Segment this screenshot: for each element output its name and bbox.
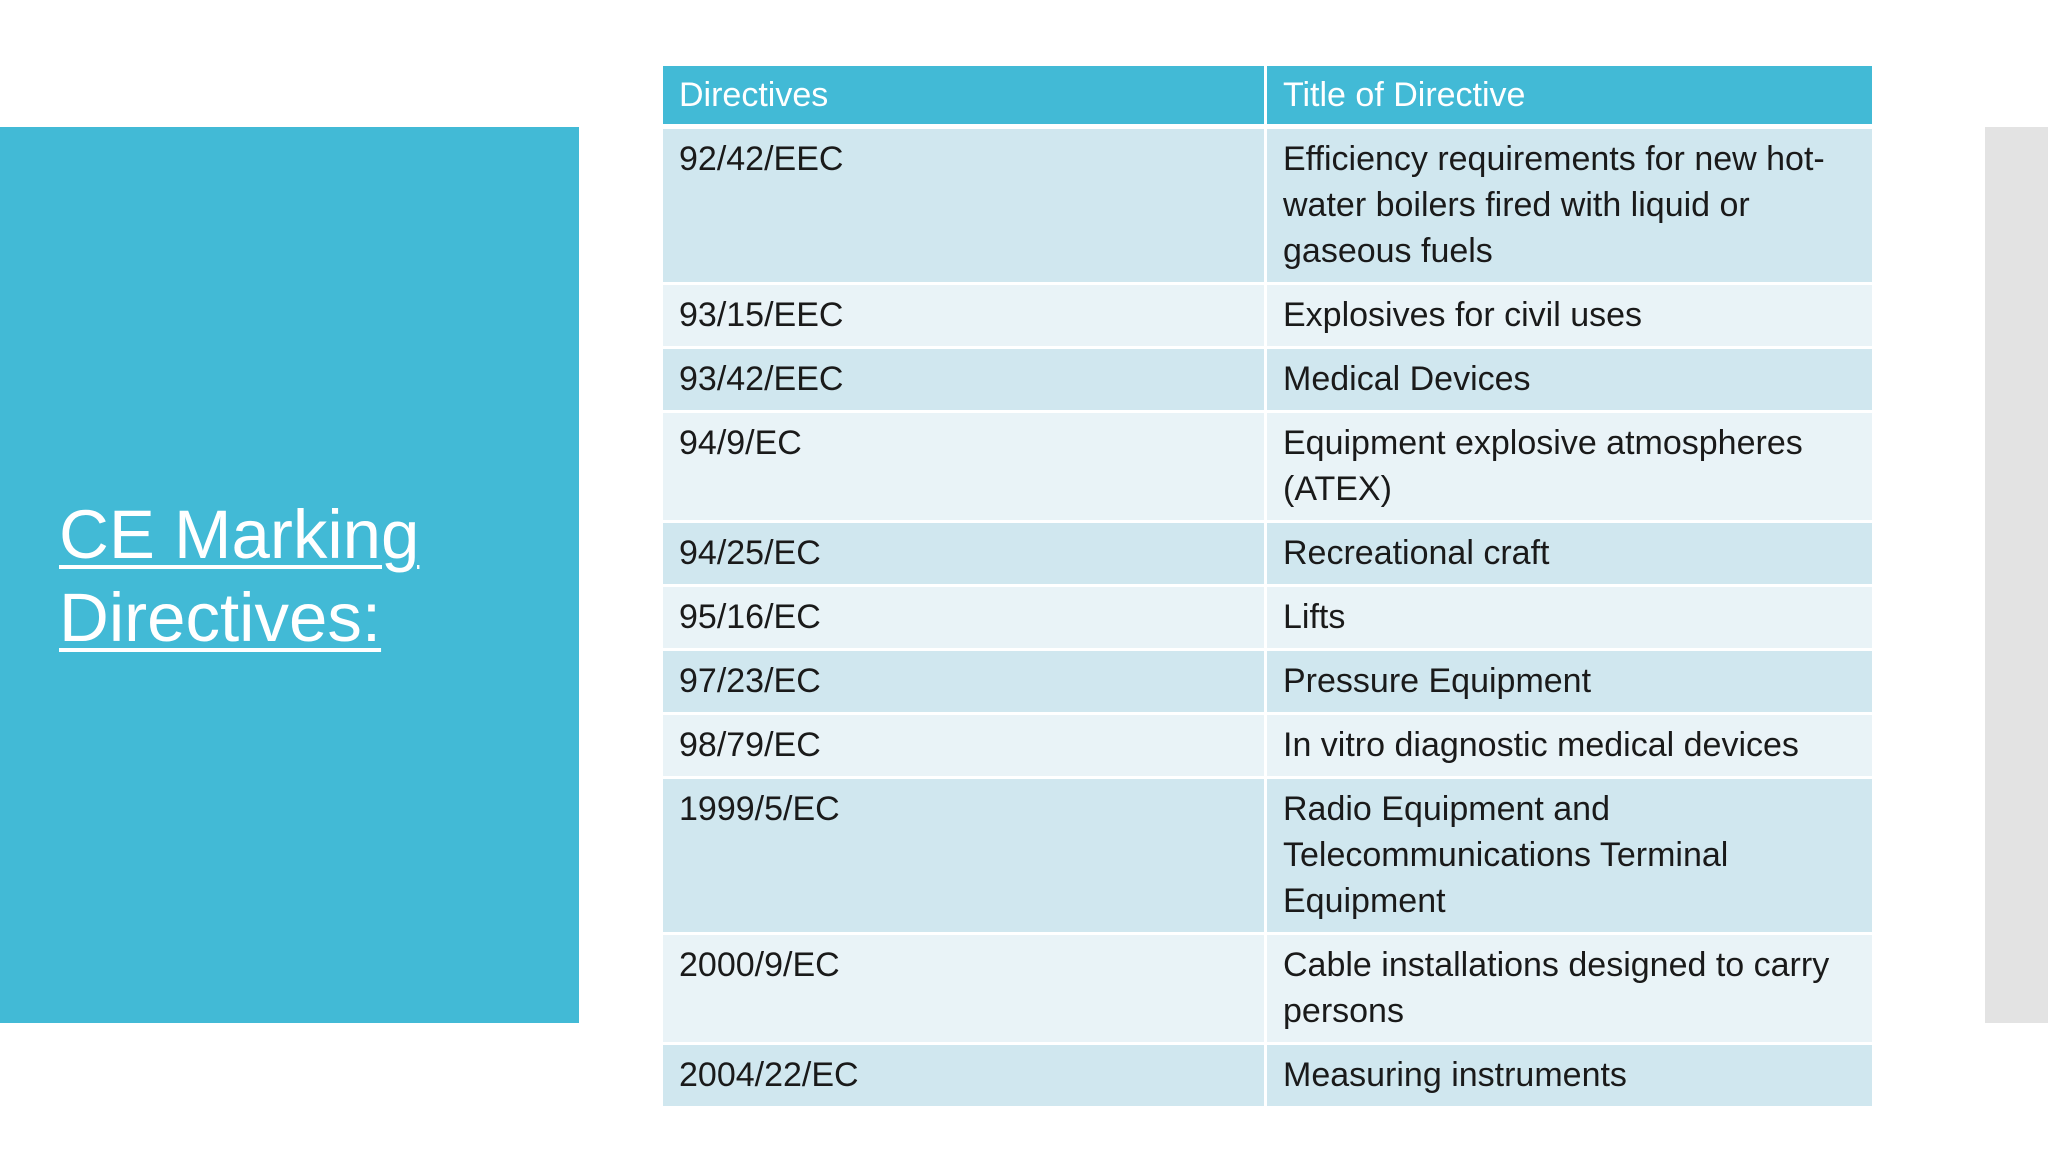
directive-title: In vitro diagnostic medical devices: [1267, 715, 1872, 779]
right-decorative-band: [1985, 127, 2048, 1023]
table-row: 2004/22/EC Measuring instruments: [663, 1045, 1872, 1109]
directive-title: Explosives for civil uses: [1267, 285, 1872, 349]
directive-code: 94/25/EC: [663, 523, 1267, 587]
table-row: 1999/5/EC Radio Equipment and Telecommun…: [663, 779, 1872, 935]
directive-title: Radio Equipment and Telecommunications T…: [1267, 779, 1872, 935]
directive-title: Efficiency requirements for new hot- wat…: [1267, 129, 1872, 285]
table-header-row: Directives Title of Directive: [663, 66, 1872, 129]
directive-code: 98/79/EC: [663, 715, 1267, 779]
table-row: 93/42/EEC Medical Devices: [663, 349, 1872, 413]
directive-code: 1999/5/EC: [663, 779, 1267, 935]
slide-title: CE Marking Directives:: [59, 493, 559, 659]
table-row: 93/15/EEC Explosives for civil uses: [663, 285, 1872, 349]
table-row: 92/42/EEC Efficiency requirements for ne…: [663, 129, 1872, 285]
table-row: 2000/9/EC Cable installations designed t…: [663, 935, 1872, 1045]
directive-title: Pressure Equipment: [1267, 651, 1872, 715]
table-row: 94/9/EC Equipment explosive atmospheres …: [663, 413, 1872, 523]
directive-title: Cable installations designed to carry pe…: [1267, 935, 1872, 1045]
slide-title-line-1: CE Marking: [59, 496, 420, 573]
table-row: 94/25/EC Recreational craft: [663, 523, 1872, 587]
directive-code: 93/42/EEC: [663, 349, 1267, 413]
directive-code: 97/23/EC: [663, 651, 1267, 715]
header-title-of-directive: Title of Directive: [1267, 66, 1872, 129]
directive-code: 92/42/EEC: [663, 129, 1267, 285]
title-panel: [0, 127, 579, 1023]
directive-title: Medical Devices: [1267, 349, 1872, 413]
directives-table: Directives Title of Directive 92/42/EEC …: [663, 66, 1872, 1109]
slide-title-line-2: Directives:: [59, 579, 382, 656]
directive-code: 2004/22/EC: [663, 1045, 1267, 1109]
directive-code: 2000/9/EC: [663, 935, 1267, 1045]
directive-title: Recreational craft: [1267, 523, 1872, 587]
directive-code: 94/9/EC: [663, 413, 1267, 523]
directive-title: Lifts: [1267, 587, 1872, 651]
header-directives: Directives: [663, 66, 1267, 129]
table-row: 98/79/EC In vitro diagnostic medical dev…: [663, 715, 1872, 779]
directive-title: Equipment explosive atmospheres (ATEX): [1267, 413, 1872, 523]
directives-table-container: Directives Title of Directive 92/42/EEC …: [663, 66, 1872, 1109]
table-row: 97/23/EC Pressure Equipment: [663, 651, 1872, 715]
directive-code: 95/16/EC: [663, 587, 1267, 651]
table-row: 95/16/EC Lifts: [663, 587, 1872, 651]
directive-title: Measuring instruments: [1267, 1045, 1872, 1109]
directive-code: 93/15/EEC: [663, 285, 1267, 349]
